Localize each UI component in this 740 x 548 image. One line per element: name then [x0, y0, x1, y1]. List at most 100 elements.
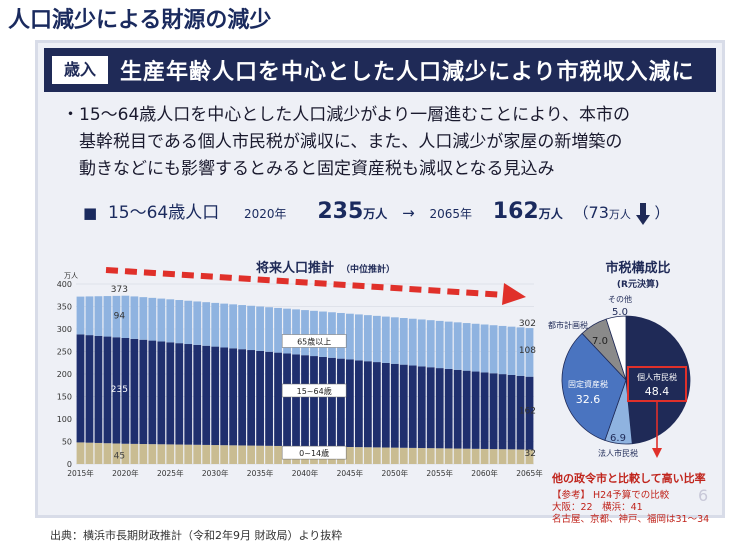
series-label-box [281, 334, 347, 348]
bar-segment-15-64 [229, 348, 238, 446]
bar-segment-65-plus [94, 296, 103, 336]
bar-segment-0-14 [193, 444, 202, 464]
bar-segment-15-64 [480, 372, 489, 449]
bar-segment-0-14 [471, 448, 480, 464]
bar-segment-15-64 [435, 368, 444, 449]
bar-segment-15-64 [507, 374, 516, 450]
bar-segment-0-14 [381, 447, 390, 464]
x-tick-label: 2015年 [67, 468, 94, 478]
bar-segment-15-64 [498, 374, 507, 450]
bar-segment-65-plus [229, 304, 238, 349]
data-label-total-2020: 373 [111, 285, 128, 295]
bullet-marker: ・ [62, 105, 79, 125]
bar-segment-65-plus [274, 307, 282, 353]
summary-decline-value: 73 [588, 203, 609, 222]
x-tick-label: 2065年 [516, 468, 543, 478]
pie-slice [605, 315, 627, 381]
bar-segment-65-plus [346, 313, 354, 360]
bar-segment-15-64 [76, 334, 85, 443]
bar-segment-15-64 [301, 355, 309, 447]
bar-segment-0-14 [453, 448, 462, 464]
bar-segment-15-64 [390, 363, 399, 448]
note-reference: 【参考】 H24予算での比較 大阪：22 横浜：41 名古屋、京都、神戸、福岡は… [552, 490, 709, 526]
bar-segment-0-14 [211, 445, 220, 464]
pie-label-name: その他 [608, 294, 632, 304]
bar-segment-15-64 [256, 350, 264, 446]
bar-segment-65-plus [184, 300, 193, 345]
y-tick-label: 400 [57, 280, 72, 289]
bar-segment-15-64 [328, 357, 336, 447]
bar-segment-15-64 [354, 360, 363, 448]
bar-segment-15-64 [85, 335, 94, 443]
bar-segment-65-plus [408, 318, 417, 366]
header-tag: 歳入 [52, 56, 108, 84]
y-tick-label: 150 [57, 393, 72, 402]
source-note: 出典：横浜市長期財政推計（令和2年9月 財政局）より抜粋 [50, 529, 343, 542]
bar-segment-65-plus [372, 315, 381, 363]
bar-segment-0-14 [426, 448, 435, 464]
bullet-text: ・15～64歳人口を中心とした人口減少がより一層進むことにより、本市の 基幹税目… [62, 102, 712, 183]
bar-segment-0-14 [175, 444, 184, 464]
summary-value-2065: 162 [492, 199, 539, 224]
pie-label-value: 5.0 [612, 307, 628, 318]
bar-segment-65-plus [256, 306, 264, 351]
summary-arrow: → [402, 204, 415, 222]
population-chart: 将来人口推計 （中位推計） 万人 0 50 100 150 200 250 300 350 400 20… [57, 260, 544, 478]
bar-segment-65-plus [247, 305, 256, 351]
bar-segment-0-14 [112, 443, 121, 464]
bar-segment-15-64 [453, 369, 462, 449]
bar-segment-15-64 [372, 362, 381, 448]
bullet-line-2: 基幹税目である個人市民税が減収に、また、人口減少が家屋の新増築の [79, 132, 623, 152]
bar-segment-65-plus [516, 327, 525, 376]
bar-segment-15-64 [94, 335, 103, 443]
bar-segment-65-plus [130, 296, 139, 339]
bar-segment-0-14 [498, 449, 507, 464]
x-tick-label: 2040年 [292, 468, 319, 478]
bar-segment-65-plus [426, 320, 435, 368]
bar-segment-0-14 [220, 445, 229, 464]
bar-segment-65-plus [283, 308, 291, 354]
bar-segment-0-14 [274, 445, 282, 464]
bar-segment-15-64 [130, 338, 139, 444]
data-label-65plus-2020: 94 [114, 311, 126, 321]
summary-value-2020: 235 [317, 199, 364, 224]
summary-unit-2: 万人 [538, 207, 563, 221]
trend-arrow-line [105, 267, 507, 298]
bar-segment-65-plus [462, 323, 471, 371]
bar-segment-0-14 [157, 444, 166, 464]
bar-segment-0-14 [184, 444, 193, 464]
bar-segment-0-14 [103, 443, 112, 464]
bar-segment-65-plus [148, 297, 157, 341]
bar-segment-65-plus [238, 305, 247, 350]
x-tick-label: 2055年 [426, 468, 453, 478]
bar-segment-65-plus [480, 324, 489, 373]
bar-segment-15-64 [462, 370, 471, 449]
bar-segment-0-14 [399, 447, 408, 464]
chart-title: 将来人口推計 [256, 260, 334, 276]
bar-segment-15-64 [471, 371, 480, 449]
bar-segment-0-14 [148, 444, 157, 464]
highlight-box [627, 366, 687, 402]
bar-segment-15-64 [265, 351, 273, 446]
bar-segment-0-14 [516, 449, 525, 464]
bar-segment-65-plus [354, 314, 363, 361]
x-tick-label: 2025年 [157, 468, 184, 478]
bar-segment-15-64 [417, 366, 426, 449]
data-label-65plus-2065: 108 [519, 346, 536, 356]
summary-label: 15～64歳人口 [107, 203, 220, 223]
data-label-total-2065: 302 [519, 319, 536, 329]
bar-segment-15-64 [112, 337, 121, 444]
bar-segment-15-64 [175, 343, 184, 445]
down-arrow-icon [635, 202, 650, 225]
bar-segment-0-14 [480, 448, 489, 464]
label-0-14: 0~14歳 [299, 448, 329, 458]
chart-subtitle: （中位推計） [341, 263, 395, 275]
bar-segment-65-plus [202, 302, 211, 346]
bar-segment-0-14 [462, 448, 471, 464]
note-ref-3: 名古屋、京都、神戸、福岡は31～34 [552, 514, 710, 525]
bullet-line-1: 15～64歳人口を中心とした人口減少がより一層進むことにより、本市の [79, 105, 631, 125]
bar-segment-15-64 [283, 353, 291, 447]
bar-segment-15-64 [211, 346, 220, 446]
summary-unit-1: 万人 [363, 207, 388, 221]
bar-segment-0-14 [265, 445, 273, 464]
